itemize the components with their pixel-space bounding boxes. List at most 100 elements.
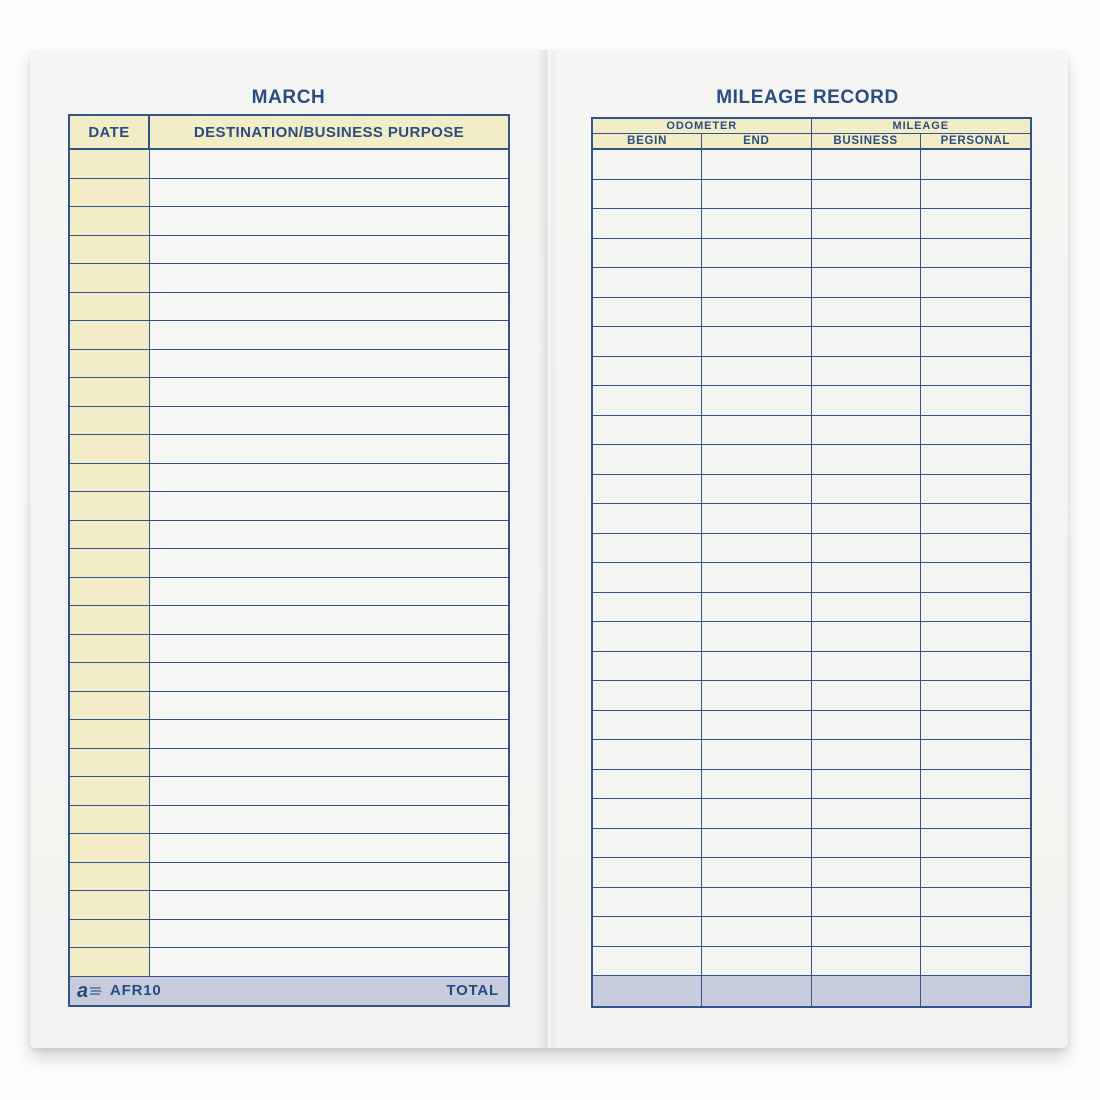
destination-cell <box>150 891 508 919</box>
begin-cell <box>593 769 703 798</box>
page-title: MARCH <box>251 87 326 108</box>
date-cell <box>70 150 150 178</box>
destination-cell <box>150 748 508 776</box>
end-cell <box>702 179 812 208</box>
destination-cell <box>150 663 508 691</box>
personal-cell <box>920 799 1030 828</box>
begin-cell <box>593 887 703 916</box>
destination-cell <box>150 805 508 833</box>
date-cell <box>70 663 150 691</box>
column-header-business: BUSINESS <box>812 134 921 148</box>
end-cell <box>702 474 812 503</box>
total-business-cell <box>812 976 921 1006</box>
mileage-row <box>593 740 1030 770</box>
destination-cell <box>150 178 508 206</box>
business-cell <box>811 327 921 356</box>
end-cell <box>702 946 812 975</box>
business-cell <box>811 474 921 503</box>
mileage-table: ODOMETER MILEAGE BEGIN END BUSINESS PERS… <box>591 117 1032 1008</box>
personal-cell <box>920 710 1030 739</box>
log-row <box>70 691 508 720</box>
date-cell <box>70 264 150 292</box>
column-header-date: DATE <box>70 116 150 148</box>
mileage-row <box>593 474 1030 504</box>
end-cell <box>702 445 812 474</box>
log-row <box>70 720 508 749</box>
end-cell <box>702 681 812 710</box>
personal-cell <box>920 415 1030 444</box>
begin-cell <box>593 504 703 533</box>
begin-cell <box>593 445 703 474</box>
destination-cell <box>150 720 508 748</box>
begin-cell <box>593 179 703 208</box>
log-row <box>70 150 508 179</box>
brand-block: a AFR10 <box>77 981 162 1001</box>
date-cell <box>70 178 150 206</box>
total-label: TOTAL <box>446 982 499 999</box>
destination-cell <box>150 862 508 890</box>
mileage-row <box>593 769 1030 799</box>
business-cell <box>811 622 921 651</box>
business-cell <box>811 356 921 385</box>
end-cell <box>702 563 812 592</box>
begin-cell <box>593 209 703 238</box>
destination-cell <box>150 919 508 947</box>
column-header-personal: PERSONAL <box>940 135 1011 147</box>
personal-cell <box>920 327 1030 356</box>
begin-cell <box>593 356 703 385</box>
mileage-row <box>593 828 1030 858</box>
destination-cell <box>150 235 508 263</box>
business-cell <box>811 563 921 592</box>
personal-cell <box>920 474 1030 503</box>
business-cell <box>811 858 921 887</box>
business-cell <box>811 297 921 326</box>
begin-cell <box>593 710 703 739</box>
end-cell <box>702 887 812 916</box>
end-cell <box>702 533 812 562</box>
business-cell <box>811 386 921 415</box>
log-row <box>70 435 508 464</box>
date-cell <box>70 948 150 976</box>
end-cell <box>702 504 812 533</box>
total-end-cell <box>702 976 812 1006</box>
business-cell <box>811 209 921 238</box>
log-row <box>70 321 508 350</box>
log-row <box>70 948 508 977</box>
destination-cell <box>150 378 508 406</box>
mileage-row <box>593 415 1030 445</box>
log-row <box>70 577 508 606</box>
business-cell <box>811 828 921 857</box>
date-cell <box>70 748 150 776</box>
mileage-row <box>593 887 1030 917</box>
personal-cell <box>920 769 1030 798</box>
destination-cell <box>150 634 508 662</box>
business-cell <box>811 799 921 828</box>
mileage-row <box>593 209 1030 239</box>
end-cell <box>702 268 812 297</box>
date-cell <box>70 577 150 605</box>
column-header-end: END <box>702 134 812 148</box>
adams-a-logo-icon: a <box>77 981 102 1001</box>
personal-cell <box>920 504 1030 533</box>
personal-cell <box>920 622 1030 651</box>
personal-cell <box>920 268 1030 297</box>
log-row <box>70 663 508 692</box>
date-cell <box>70 520 150 548</box>
begin-cell <box>593 681 703 710</box>
date-cell <box>70 834 150 862</box>
log-row <box>70 834 508 863</box>
business-cell <box>811 710 921 739</box>
total-personal-cell <box>921 976 1030 1006</box>
mileage-row <box>593 710 1030 740</box>
destination-cell <box>150 606 508 634</box>
column-header-begin: BEGIN <box>593 134 703 148</box>
mileage-row <box>593 268 1030 298</box>
end-cell <box>702 858 812 887</box>
destination-cell <box>150 321 508 349</box>
log-row <box>70 805 508 834</box>
right-page-mileage-record: MILEAGE RECORD ODOMETER MILEAGE BEGIN EN… <box>547 50 1068 1048</box>
personal-cell <box>920 887 1030 916</box>
end-cell <box>702 622 812 651</box>
mileage-row <box>593 504 1030 534</box>
date-cell <box>70 321 150 349</box>
